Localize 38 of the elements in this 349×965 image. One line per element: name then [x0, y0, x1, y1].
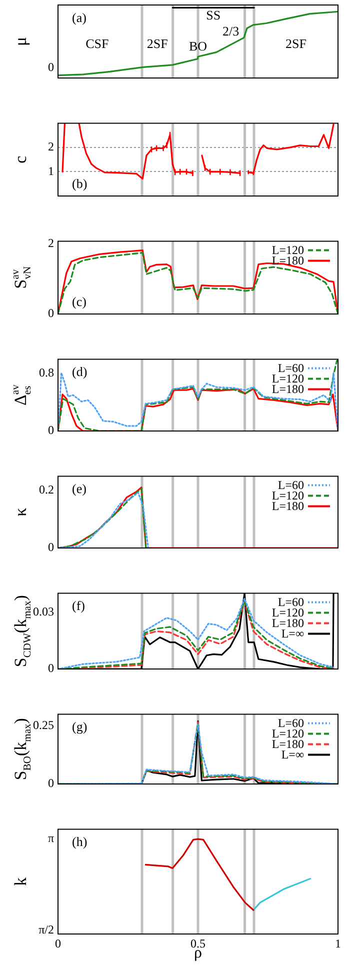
y-tick-label: 0 [48, 540, 54, 554]
annotation: (f) [72, 598, 85, 614]
annotation: (h) [72, 834, 88, 850]
y-tick-label: 0.8 [39, 366, 54, 380]
annotation: (b) [72, 176, 88, 191]
line-series [58, 360, 338, 431]
annotation: 2/3 [222, 24, 240, 39]
annotation: 2SF [286, 36, 306, 51]
annotation: (e) [72, 481, 86, 496]
y-tick-label: 2 [48, 140, 54, 154]
annotation: (g) [72, 719, 88, 734]
y-axis-title: SBO(kmax) [11, 718, 34, 780]
y-axis-title: SvNav [10, 266, 34, 289]
y-axis-title: μ [11, 36, 30, 46]
y-tick-label: 0.03 [33, 604, 54, 618]
x-tick-label: 1 [335, 936, 341, 950]
y-tick-label: 0 [48, 423, 54, 438]
annotation: (c) [72, 294, 86, 309]
annotation: BO [188, 38, 208, 54]
y-axis-title: c [11, 155, 30, 164]
annotation: (d) [72, 364, 88, 380]
y-axis-title: Δesav [10, 384, 34, 406]
y-tick-label: 0 [48, 306, 54, 320]
annotation: 2SF [146, 36, 168, 51]
y-tick-label: 0.2 [39, 482, 54, 497]
y-tick-label: π/2 [38, 922, 54, 937]
y-axis-title: κ [11, 507, 30, 516]
y-axis-title: k [11, 876, 30, 886]
annotation: CSF [86, 36, 109, 51]
y-tick-label: 1 [48, 164, 54, 178]
annotation: SS [206, 7, 221, 22]
y-axis-title: SCDW(kmax) [11, 595, 34, 668]
y-tick-label: 2 [48, 236, 54, 250]
y-tick-label: 0.25 [33, 718, 54, 732]
y-tick-label: 0 [48, 776, 54, 790]
y-tick-label: 0 [48, 661, 54, 676]
y-tick-label: π [48, 831, 54, 846]
annotation: (a) [72, 10, 86, 25]
